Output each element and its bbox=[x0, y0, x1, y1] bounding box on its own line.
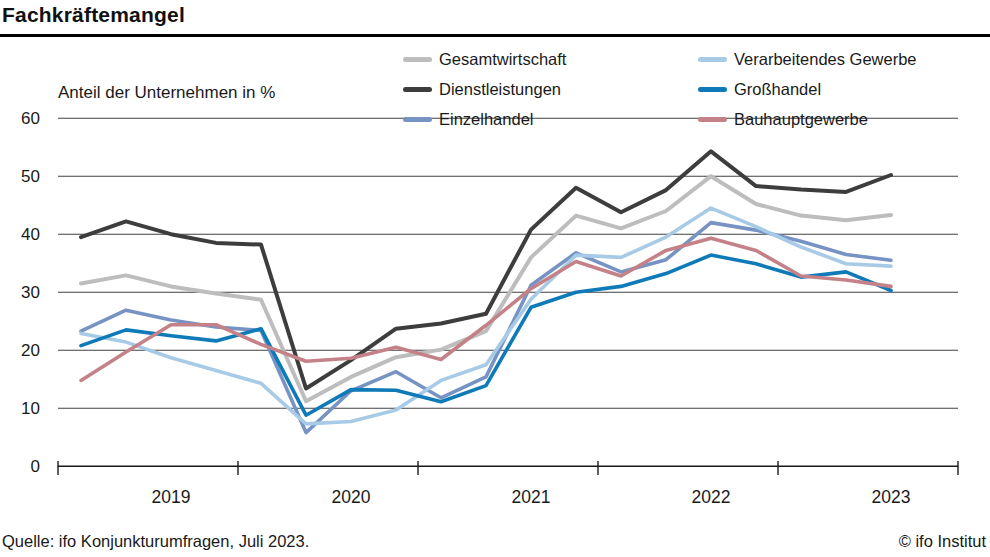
y-tick-label-30: 30 bbox=[21, 283, 40, 302]
legend-label: Bauhauptgewerbe bbox=[734, 110, 868, 129]
legend-swatch-icon bbox=[698, 57, 727, 62]
legend-swatch-icon bbox=[403, 57, 432, 62]
legend-label: Gesamtwirtschaft bbox=[439, 50, 566, 69]
legend-label: Dienstleistungen bbox=[439, 80, 561, 99]
y-tick-label-60: 60 bbox=[21, 109, 40, 128]
x-year-label-2019: 2019 bbox=[152, 487, 191, 507]
legend-swatch-icon bbox=[698, 87, 727, 92]
legend-swatch-icon bbox=[698, 117, 727, 122]
legend-swatch-icon bbox=[403, 87, 432, 92]
chart-legend: Gesamtwirtschaft Verarbeitendes Gewerbe Di… bbox=[403, 44, 917, 134]
legend-swatch-icon bbox=[403, 117, 432, 122]
legend-item-verarbeitendes-gewerbe: Verarbeitendes Gewerbe bbox=[698, 44, 917, 74]
series-line-dienstleistungen bbox=[81, 151, 891, 388]
series-line-gro-handel bbox=[81, 255, 891, 415]
y-tick-label-50: 50 bbox=[21, 167, 40, 186]
y-tick-label-0: 0 bbox=[31, 457, 40, 476]
x-year-label-2023: 2023 bbox=[872, 487, 911, 507]
legend-item-einzelhandel: Einzelhandel bbox=[403, 104, 698, 134]
chart-figure: Fachkräftemangel Anteil der Unternehmen … bbox=[0, 0, 990, 557]
x-year-label-2020: 2020 bbox=[332, 487, 371, 507]
legend-label: Großhandel bbox=[734, 80, 821, 99]
copyright-note: © ifo Institut bbox=[899, 532, 986, 551]
y-tick-label-40: 40 bbox=[21, 225, 40, 244]
y-tick-label-20: 20 bbox=[21, 341, 40, 360]
x-year-label-2021: 2021 bbox=[512, 487, 551, 507]
chart-layer: 60 50 40 30 20 10 0 2019 2020 2021 2022 2023 bbox=[21, 109, 958, 507]
x-year-label-2022: 2022 bbox=[692, 487, 731, 507]
axis-unit-label: Anteil der Unternehmen in % bbox=[58, 83, 275, 102]
y-tick-label-10: 10 bbox=[21, 399, 40, 418]
series-line-bauhauptgewerbe bbox=[81, 238, 891, 380]
legend-item-bauhauptgewerbe: Bauhauptgewerbe bbox=[698, 104, 917, 134]
legend-item-gro-handel: Großhandel bbox=[698, 74, 917, 104]
legend-label: Einzelhandel bbox=[439, 110, 534, 129]
legend-item-gesamtwirtschaft: Gesamtwirtschaft bbox=[403, 44, 698, 74]
legend-label: Verarbeitendes Gewerbe bbox=[734, 50, 917, 69]
legend-item-dienstleistungen: Dienstleistungen bbox=[403, 74, 698, 104]
source-note: Quelle: ifo Konjunkturumfragen, Juli 202… bbox=[2, 532, 309, 551]
